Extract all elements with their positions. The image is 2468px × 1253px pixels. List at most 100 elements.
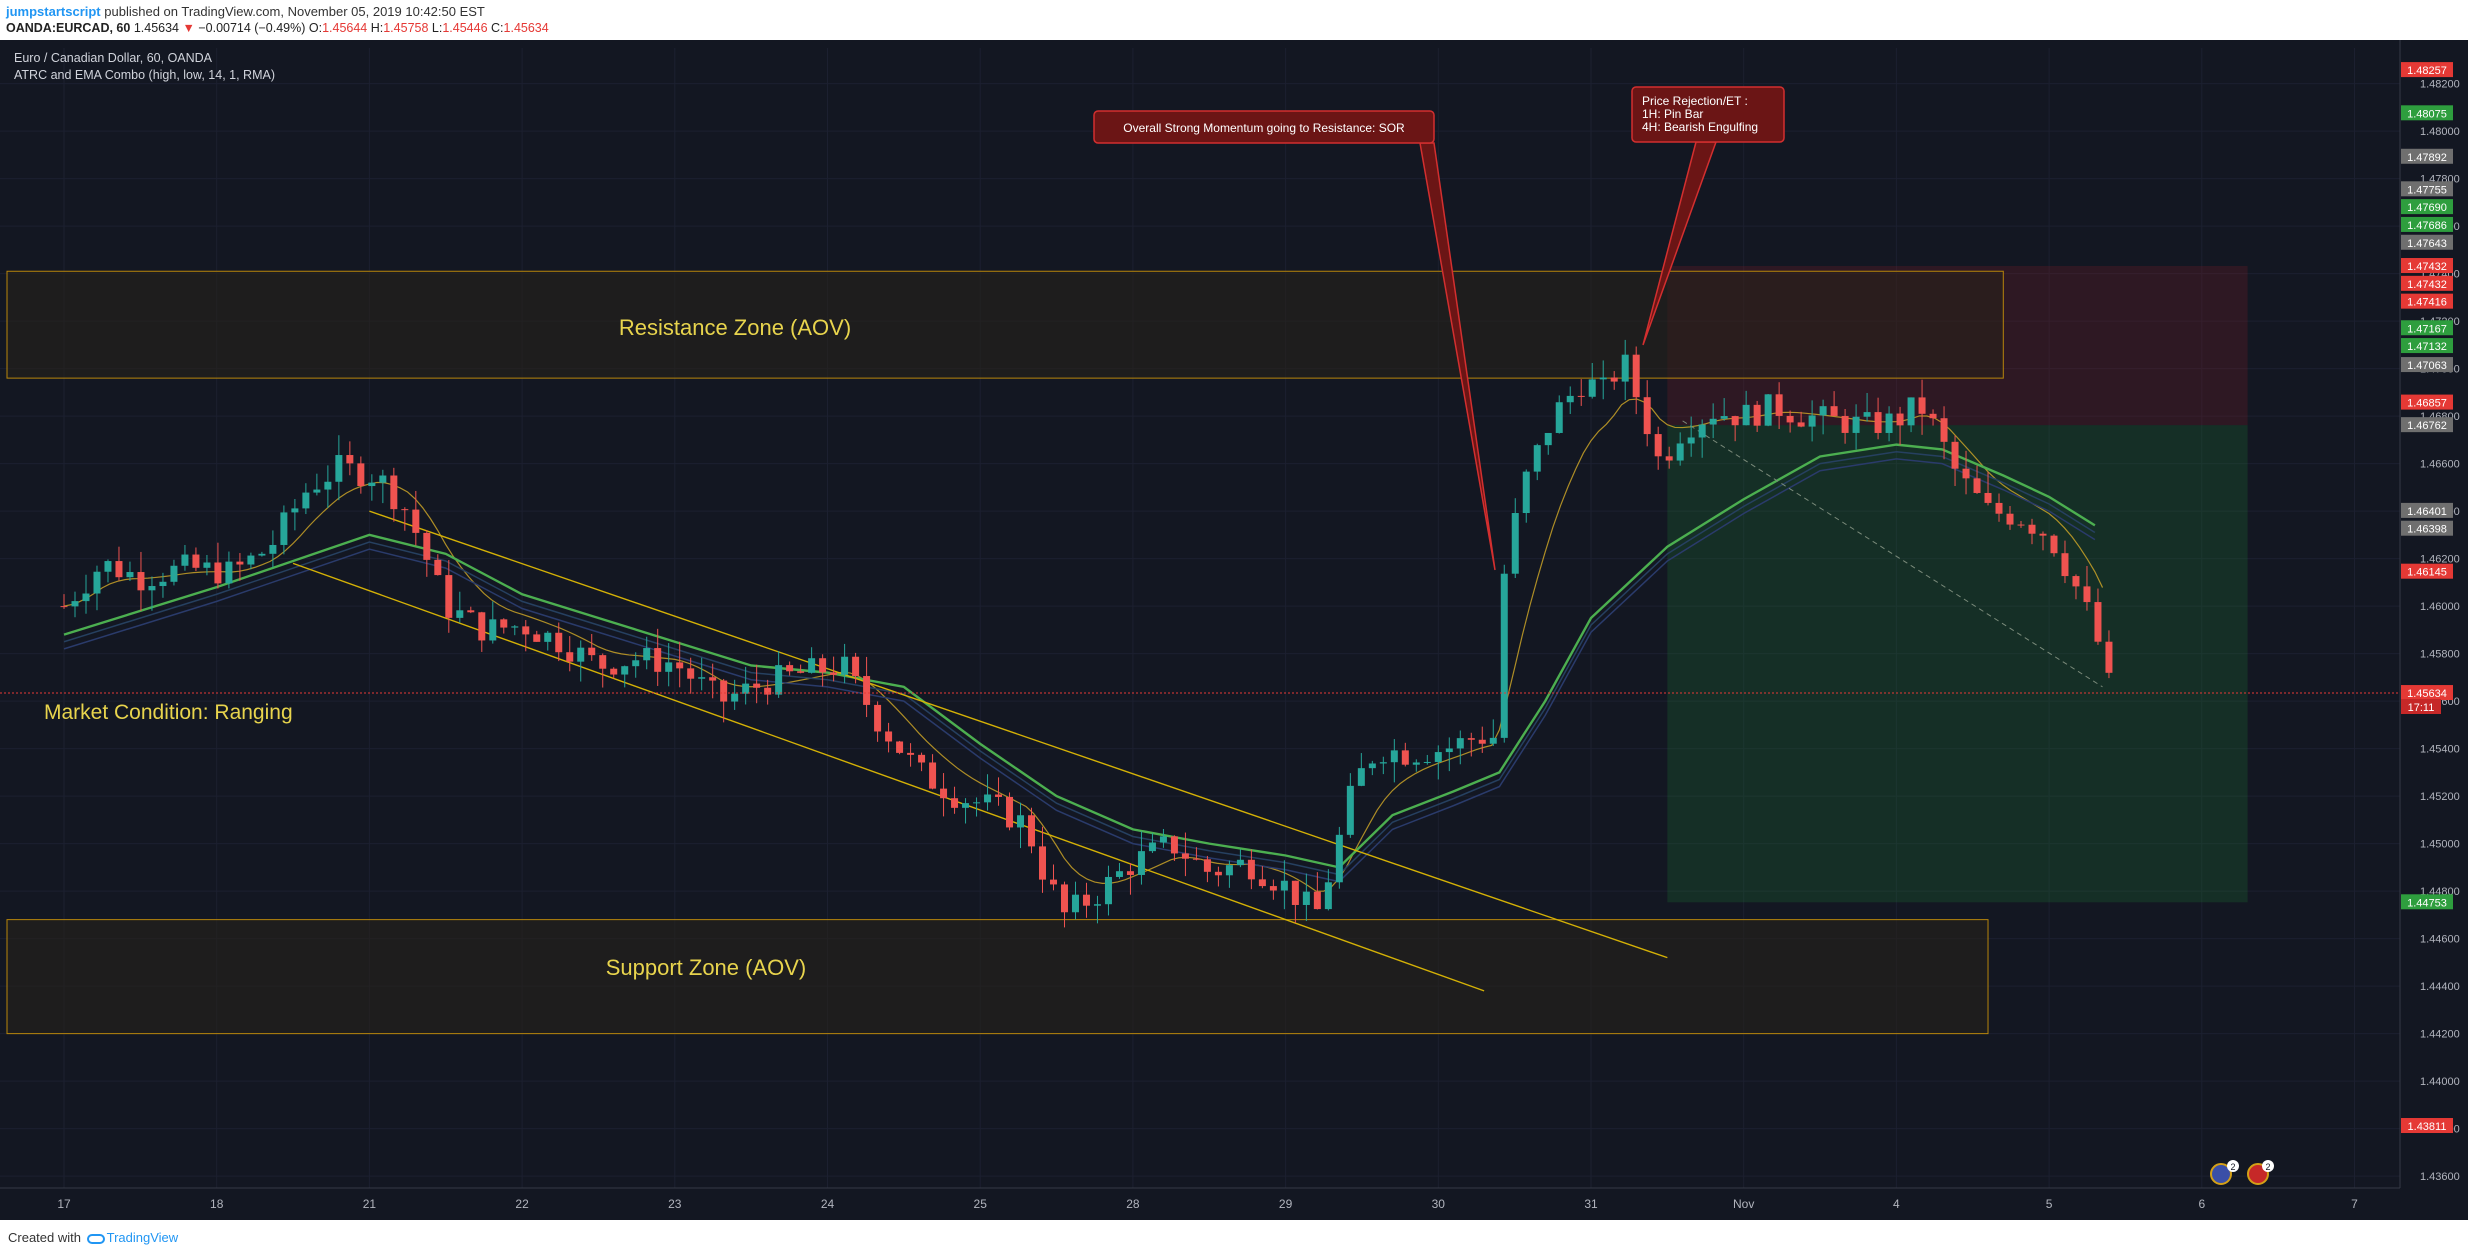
candle-body-61 (731, 693, 739, 702)
candle-body-75 (885, 731, 893, 742)
candle-body-17 (247, 555, 255, 565)
candle-body-129 (1478, 739, 1486, 744)
price-label-bg-5 (2401, 216, 2453, 232)
high-value: 1.45758 (383, 21, 429, 35)
candle-body-39 (489, 619, 497, 641)
candle-body-98 (1137, 851, 1145, 875)
zone-labels: Resistance Zone (AOV) Support Zone (AOV)… (44, 315, 851, 980)
candle-body-97 (1126, 871, 1134, 875)
price-chart[interactable]: Euro / Canadian Dollar, 60, OANDA ATRC a… (0, 40, 2468, 1220)
candle-body-138 (1577, 395, 1585, 397)
candle-body-87 (1017, 815, 1025, 828)
candle-body-50 (610, 668, 618, 675)
candle-body-104 (1203, 859, 1211, 872)
candle-body-174 (1973, 478, 1981, 493)
rejection-callout[interactable]: Price Rejection/ET : 1H: Pin Bar 4H: Bea… (1631, 86, 1785, 346)
candle-body-1 (71, 601, 79, 607)
price-label-15: 1.46401 (2407, 506, 2447, 518)
price-tick-15: 1.45200 (2420, 791, 2460, 803)
candle-body-114 (1313, 891, 1321, 910)
price-label-2: 1.47892 (2407, 152, 2447, 164)
candle-body-182 (2061, 553, 2069, 577)
candle-body-26 (346, 455, 354, 464)
price-axis[interactable]: 1.482001.480001.478001.476001.474001.472… (2399, 40, 2468, 1220)
price-label-14: 1.46762 (2407, 420, 2447, 432)
candle-body-146 (1665, 456, 1673, 461)
candle-body-22 (302, 492, 310, 509)
price-label-17: 1.46145 (2407, 567, 2447, 579)
time-tick-7: 28 (1126, 1197, 1140, 1211)
candle-body-161 (1830, 406, 1838, 416)
candle-body-93 (1082, 894, 1090, 906)
chart-badges[interactable]: 2 2 (2210, 1160, 2274, 1185)
rejection-4h: 4H: Bearish Engulfing (1642, 120, 1758, 134)
time-tick-0: 17 (57, 1197, 71, 1211)
candle-body-110 (1269, 886, 1277, 891)
candle-body-163 (1852, 416, 1860, 433)
price-label-bg-18 (2401, 685, 2453, 701)
candle-body-176 (1995, 502, 2003, 514)
candle-body-122 (1401, 750, 1409, 765)
price-tick-12: 1.45800 (2420, 649, 2460, 661)
candle-body-112 (1291, 880, 1299, 905)
candle-body-178 (2017, 524, 2025, 526)
price-label-3: 1.47755 (2407, 184, 2447, 196)
candle-body-136 (1555, 402, 1563, 433)
candle-body-175 (1984, 492, 1992, 503)
price-label-bg-8 (2401, 275, 2453, 291)
candle-body-16 (236, 561, 244, 565)
price-label-bg-2 (2401, 148, 2453, 164)
price-tick-0: 1.48200 (2420, 79, 2460, 91)
candle-body-52 (632, 660, 640, 667)
candle-body-172 (1951, 441, 1959, 469)
price-label-4: 1.47690 (2407, 202, 2447, 214)
candle-body-90 (1049, 879, 1057, 885)
trendline-0 (369, 510, 1668, 959)
price-label-bg-11 (2401, 338, 2453, 354)
change-arrow-icon: ▼ (182, 21, 195, 35)
tradingview-link[interactable]: TradingView (106, 1230, 179, 1245)
candle-body-55 (665, 662, 673, 672)
legend-title: Euro / Canadian Dollar, 60, OANDA (14, 51, 213, 65)
author-link[interactable]: jumpstartscript (6, 4, 101, 19)
momentum-callout[interactable]: Overall Strong Momentum going to Resista… (1093, 110, 1496, 571)
candle-body-25 (335, 455, 343, 482)
candle-body-157 (1786, 415, 1794, 423)
zones (6, 270, 2004, 1035)
candle-body-89 (1039, 846, 1047, 880)
price-label-bg-1 (2401, 105, 2453, 121)
high-label: H: (370, 21, 384, 35)
price-label-16: 1.46398 (2407, 524, 2447, 536)
price-label-bg-20 (2401, 1118, 2453, 1134)
candle-body-127 (1456, 738, 1464, 749)
candle-body-118 (1357, 768, 1365, 786)
candle-body-124 (1423, 761, 1431, 763)
candles (60, 339, 2113, 928)
price-label-7: 1.47432 (2407, 261, 2447, 273)
candle-body-159 (1808, 415, 1816, 427)
candle-body-5 (115, 561, 123, 578)
candle-body-120 (1379, 762, 1387, 764)
ideas-badge-icon[interactable] (2210, 1163, 2232, 1185)
candle-body-119 (1368, 763, 1376, 769)
countdown-label: 17:11 (2401, 699, 2441, 714)
time-axis[interactable]: 17 18 21 22 23 24 25 28 29 30 31 Nov 4 5 6 7 (0, 1187, 2468, 1220)
long-short-position (1667, 266, 2248, 903)
candle-body-103 (1192, 858, 1200, 860)
candle-body-9 (159, 581, 167, 587)
rejection-1h: 1H: Pin Bar (1642, 107, 1703, 121)
price-tick-8: 1.46600 (2420, 459, 2460, 471)
candle-body-123 (1412, 762, 1420, 765)
price-label-bg-16 (2401, 520, 2453, 536)
candle-body-47 (577, 647, 585, 662)
time-axis-background (0, 1188, 2468, 1220)
candle-body-35 (445, 575, 453, 618)
candle-body-180 (2039, 533, 2047, 536)
candle-body-95 (1104, 876, 1112, 905)
candle-body-111 (1280, 880, 1288, 891)
price-label-8: 1.47432 (2407, 279, 2447, 291)
candle-body-59 (709, 677, 717, 681)
candle-body-156 (1775, 394, 1783, 416)
price-change: −0.00714 (−0.49%) (198, 21, 306, 35)
price-tick-11: 1.46000 (2420, 601, 2460, 613)
